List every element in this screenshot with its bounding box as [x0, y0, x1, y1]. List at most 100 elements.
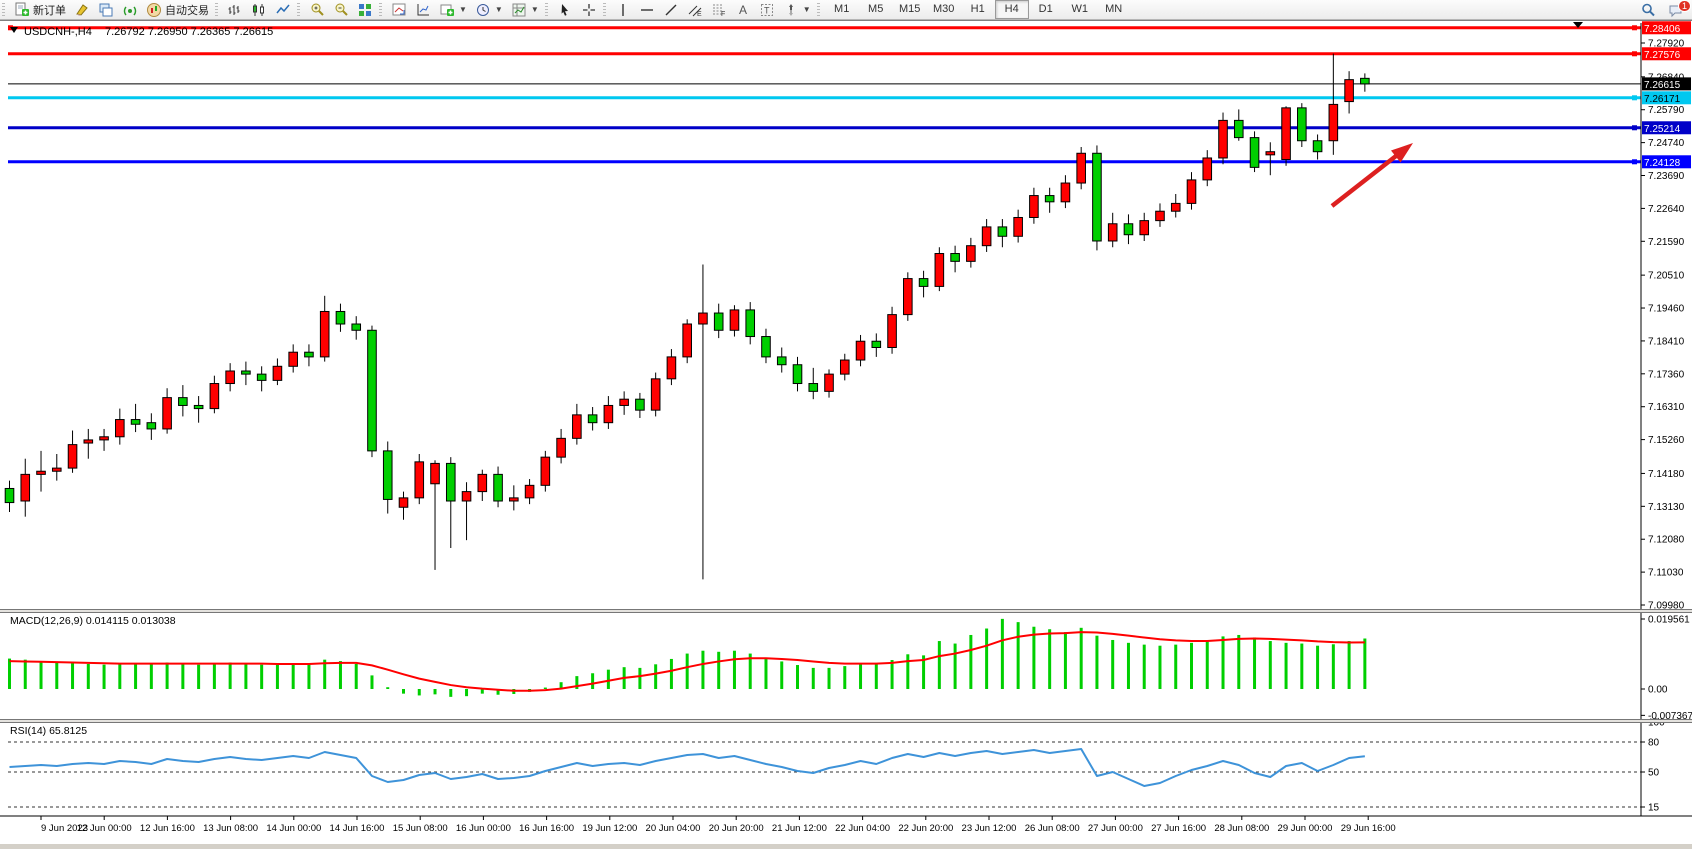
plus-green-icon: [439, 2, 455, 18]
highlighter-icon: [74, 2, 90, 18]
toolbar-grip[interactable]: [817, 3, 823, 17]
timeframe-mn[interactable]: MN: [1097, 0, 1131, 19]
candle-body: [840, 360, 849, 374]
macd-panel-resizer[interactable]: [0, 609, 1692, 613]
price-tick-label: 7.22640: [1648, 204, 1685, 215]
candle-body: [21, 474, 30, 501]
toolbar-grip[interactable]: [215, 3, 221, 17]
toolbar-grip[interactable]: [379, 3, 385, 17]
add-indicator-button[interactable]: ▼: [435, 0, 471, 19]
price-tick-label: 7.11030: [1648, 568, 1684, 579]
timeframe-h1[interactable]: H1: [961, 0, 995, 19]
candle-body: [541, 457, 550, 485]
toolbar-grip[interactable]: [297, 3, 303, 17]
price-tick-label: 7.23690: [1648, 171, 1685, 182]
candle-body: [714, 313, 723, 330]
hline-handle[interactable]: [1632, 159, 1637, 164]
autotrade-button[interactable]: 自动交易: [142, 0, 213, 19]
arrows-button[interactable]: ▼: [779, 0, 815, 19]
vline-icon: [615, 2, 631, 18]
candle-body: [100, 437, 109, 440]
price-tick-label: 7.18410: [1648, 336, 1685, 347]
signals-button[interactable]: [118, 0, 142, 19]
rsi-panel-resizer[interactable]: [0, 719, 1692, 723]
time-tick-label: 13 Jun 08:00: [203, 823, 258, 834]
profiles-button[interactable]: [94, 0, 118, 19]
svg-text:E: E: [697, 11, 702, 18]
candle-body: [1313, 141, 1322, 152]
candle-body: [888, 315, 897, 348]
textlabel-icon: T: [759, 2, 775, 18]
fibonacci-button[interactable]: F: [707, 0, 731, 19]
templates-button[interactable]: ▼: [507, 0, 543, 19]
time-tick-label: 16 Jun 16:00: [519, 823, 574, 834]
hline-handle[interactable]: [1632, 25, 1637, 30]
timeframe-m5[interactable]: M5: [859, 0, 893, 19]
periods-button[interactable]: ▼: [471, 0, 507, 19]
timeframe-d1[interactable]: D1: [1029, 0, 1063, 19]
horizontal-line-button[interactable]: [635, 0, 659, 19]
hline-handle[interactable]: [1632, 125, 1637, 130]
price-tick-label: 7.13130: [1648, 502, 1685, 513]
candle-body: [510, 498, 519, 501]
candle-body: [52, 468, 61, 471]
price-tick-label: 7.21590: [1648, 237, 1685, 248]
candle-body: [336, 311, 345, 324]
cursor-button[interactable]: [553, 0, 577, 19]
candle-body: [651, 379, 660, 410]
zoom-in-icon: [309, 2, 325, 18]
toolbar-grip[interactable]: [545, 3, 551, 17]
time-tick-label: 14 Jun 16:00: [330, 823, 385, 834]
timeframe-h4[interactable]: H4: [995, 0, 1029, 19]
auto-scroll-button[interactable]: [387, 0, 411, 19]
template-icon: [511, 2, 527, 18]
zoom-out-button[interactable]: [329, 0, 353, 19]
trendline-button[interactable]: [659, 0, 683, 19]
timeframe-m15[interactable]: M15: [893, 0, 927, 19]
candle-body: [462, 492, 471, 501]
chart-title-ohlc: 7.26792 7.26950 7.26365 7.26615: [105, 26, 273, 38]
bar-chart-button[interactable]: [223, 0, 247, 19]
candle-body: [478, 474, 487, 491]
arrow-annotation[interactable]: [1332, 143, 1413, 206]
search-button[interactable]: [1636, 0, 1660, 19]
text-label-button[interactable]: T: [755, 0, 779, 19]
candlestick-chart-button[interactable]: [247, 0, 271, 19]
svg-text:T: T: [764, 5, 770, 15]
zoom-in-button[interactable]: [305, 0, 329, 19]
crosshair-button[interactable]: [577, 0, 601, 19]
candle-body: [1203, 158, 1212, 180]
notifications-button[interactable]: 1: [1664, 0, 1688, 19]
timeframe-m30[interactable]: M30: [927, 0, 961, 19]
hline-handle[interactable]: [1632, 95, 1637, 100]
price-axis[interactable]: 7.279207.268407.257907.247407.236907.226…: [1641, 21, 1691, 816]
candle-body: [1140, 221, 1149, 235]
new-order-button[interactable]: 新订单: [10, 0, 70, 19]
equidistant-channel-button[interactable]: E: [683, 0, 707, 19]
candle-body: [1156, 211, 1165, 220]
macd-axis-label: 0.019561: [1648, 615, 1690, 626]
time-tick-label: 26 Jun 08:00: [1025, 823, 1080, 834]
chart-shift-button[interactable]: [411, 0, 435, 19]
time-tick-label: 29 Jun 16:00: [1341, 823, 1396, 834]
timeframe-w1[interactable]: W1: [1063, 0, 1097, 19]
doc-plus-icon: [14, 2, 30, 18]
timeframe-m1[interactable]: M1: [825, 0, 859, 19]
toolbar-grip[interactable]: [2, 3, 8, 17]
candle-body: [683, 324, 692, 357]
toolbar-right-icons: 1: [1636, 0, 1688, 19]
highlighter-button[interactable]: [70, 0, 94, 19]
vertical-line-button[interactable]: [611, 0, 635, 19]
toolbar-grip[interactable]: [603, 3, 609, 17]
new-order-button-label: 新订单: [33, 2, 66, 18]
tile-windows-button[interactable]: [353, 0, 377, 19]
time-tick-label: 16 Jun 00:00: [456, 823, 511, 834]
candle-body: [730, 310, 739, 330]
hline-handle[interactable]: [1632, 51, 1637, 56]
candle-body: [1282, 108, 1291, 160]
text-button[interactable]: A: [731, 0, 755, 19]
candle-body: [557, 438, 566, 457]
line-chart-button[interactable]: [271, 0, 295, 19]
annotations-layer: [1332, 143, 1413, 206]
